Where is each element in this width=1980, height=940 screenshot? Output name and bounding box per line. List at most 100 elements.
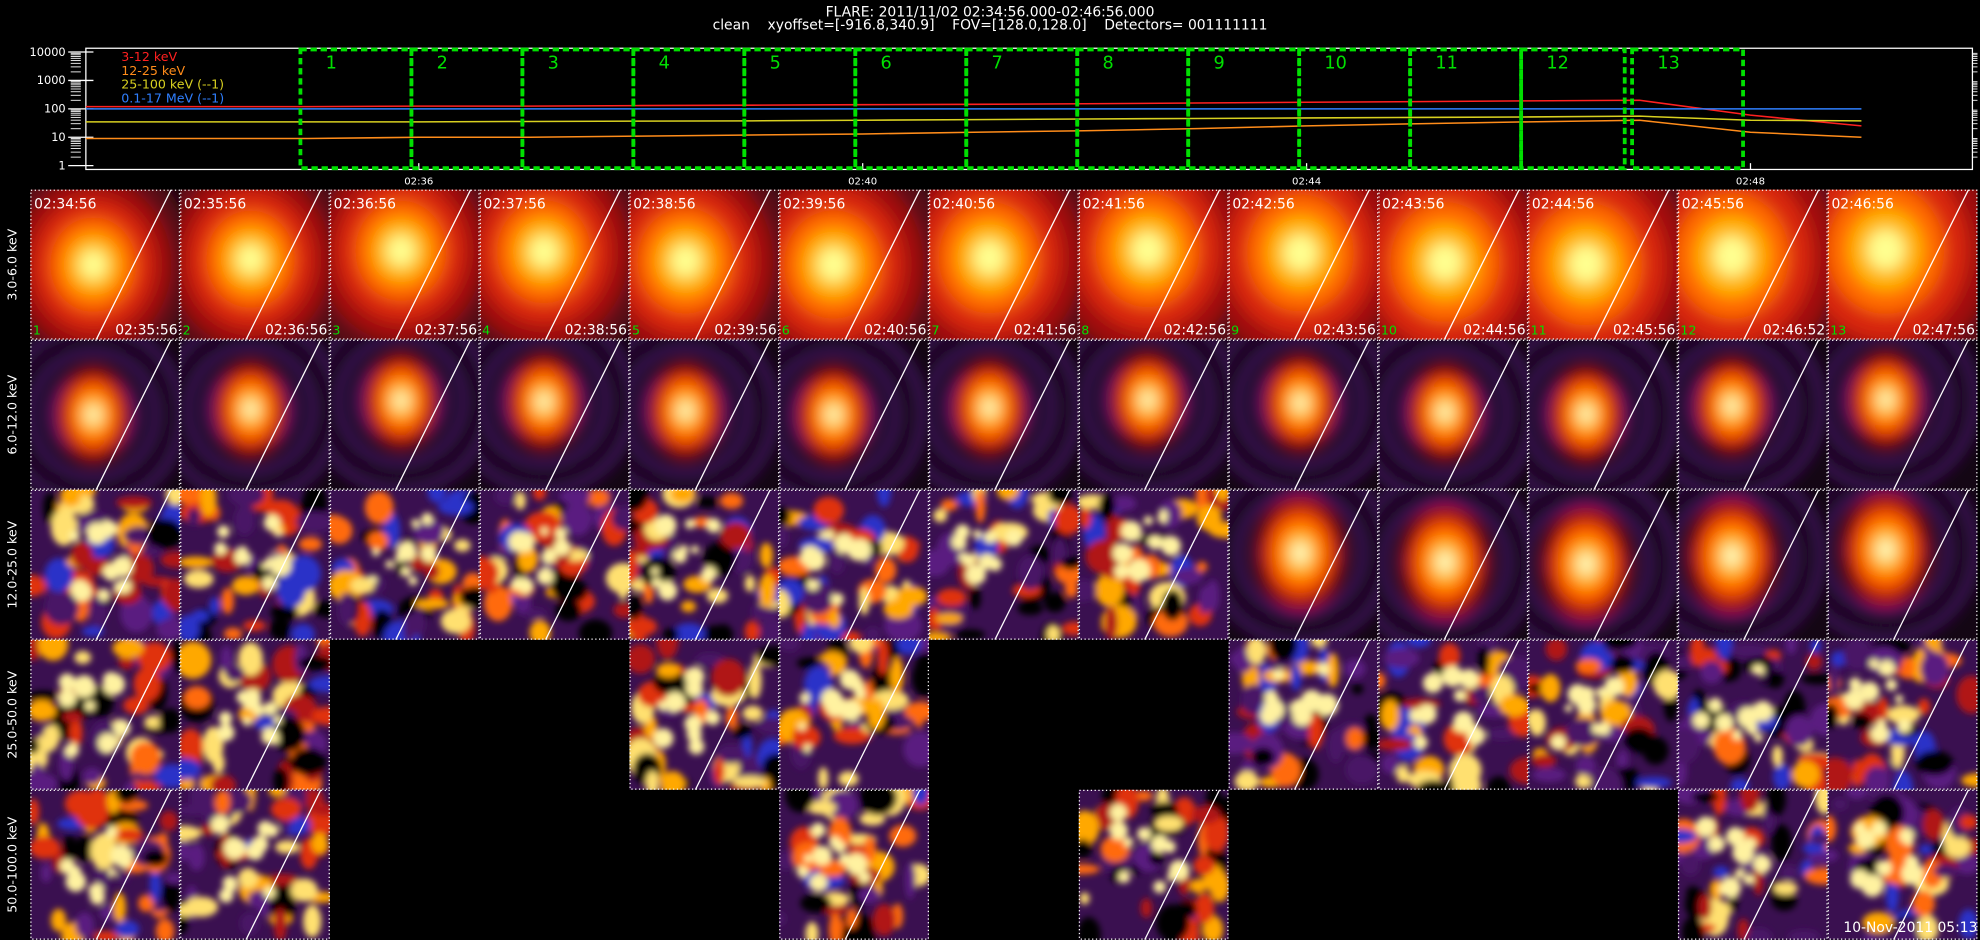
image-core xyxy=(1317,662,1330,676)
limb-line xyxy=(95,789,172,940)
image-body xyxy=(180,489,330,640)
image-blob xyxy=(616,567,630,601)
image-blob xyxy=(877,489,891,507)
image-blob xyxy=(1800,673,1828,685)
image-blob xyxy=(180,758,202,780)
image-core xyxy=(218,888,234,903)
image-blob xyxy=(1416,779,1450,790)
image-blob xyxy=(1079,892,1090,905)
interval-label: 3 xyxy=(548,53,559,73)
image-ring xyxy=(1677,339,1825,490)
image-blob xyxy=(1827,815,1837,843)
image-blob xyxy=(523,511,562,544)
image-body xyxy=(779,489,928,640)
interval-label: 13 xyxy=(1657,53,1679,73)
row-label: 50.0-100.0 keV xyxy=(4,816,19,912)
image-blob xyxy=(311,706,330,726)
image-blob xyxy=(69,717,83,748)
image-core xyxy=(1466,726,1486,745)
image-blob xyxy=(191,609,210,622)
image-blob xyxy=(269,617,292,640)
image-body xyxy=(30,489,181,640)
image-blob xyxy=(113,892,126,923)
panel-border xyxy=(1827,339,1978,490)
image-core xyxy=(246,842,264,861)
image-core xyxy=(1754,664,1765,676)
image-blob xyxy=(1766,669,1784,689)
image-core xyxy=(1876,860,1892,876)
image-blob xyxy=(1191,805,1221,824)
image-core xyxy=(1422,672,1443,694)
panel-end: 02:47:56 xyxy=(1913,323,1975,339)
image-blob xyxy=(1531,754,1557,768)
image-panel xyxy=(779,339,929,490)
image-blob xyxy=(1653,670,1678,700)
image-core xyxy=(965,564,987,585)
image-blob xyxy=(1709,879,1723,900)
panel-end: 02:39:56 xyxy=(714,323,776,339)
interval-label: 9 xyxy=(1213,53,1224,73)
image-blob xyxy=(170,640,181,673)
panel-border xyxy=(1677,339,1828,490)
image-core xyxy=(1260,707,1278,725)
limb-line xyxy=(844,639,921,790)
limb-line xyxy=(1443,639,1520,790)
image-blob xyxy=(1381,754,1400,774)
image-body xyxy=(180,789,330,940)
x-tick-label: 02:44 xyxy=(1292,177,1321,188)
image-ring xyxy=(1528,339,1678,490)
image-blob xyxy=(242,620,266,632)
image-blob xyxy=(1061,621,1079,636)
image-ring xyxy=(629,343,754,479)
image-blob xyxy=(238,705,256,724)
image-core xyxy=(217,525,230,538)
image-core xyxy=(555,527,568,540)
image-blob xyxy=(1098,493,1116,521)
image-blob xyxy=(1017,555,1044,590)
image-ring xyxy=(1677,339,1800,474)
image-blob xyxy=(629,594,643,620)
image-blob xyxy=(73,836,96,862)
image-blob xyxy=(427,489,447,504)
image-blob xyxy=(1866,228,1905,271)
image-blob xyxy=(677,400,694,421)
panel-index: 10 xyxy=(1381,323,1397,338)
image-blob xyxy=(1681,916,1704,940)
image-blob xyxy=(149,867,161,903)
image-core xyxy=(420,545,437,562)
image-blob xyxy=(270,797,302,821)
image-blob xyxy=(1713,866,1730,879)
panel-index: 1 xyxy=(33,323,41,338)
image-blob xyxy=(827,789,859,820)
row-label: 3.0-6.0 keV xyxy=(4,228,19,300)
image-blob xyxy=(1715,639,1734,660)
image-blob xyxy=(231,576,260,596)
image-blob xyxy=(296,511,330,533)
image-blob xyxy=(1691,791,1720,803)
image-blob xyxy=(209,597,220,615)
image-blob xyxy=(1173,568,1204,585)
image-body xyxy=(1528,189,1678,340)
image-body xyxy=(1078,339,1229,490)
image-blob xyxy=(146,518,181,549)
image-blob xyxy=(1917,698,1931,715)
image-core xyxy=(271,735,280,744)
image-blob xyxy=(271,716,306,752)
image-blob xyxy=(680,600,697,613)
image-panel xyxy=(30,489,181,640)
panel-border xyxy=(1677,489,1828,640)
image-core xyxy=(1121,520,1142,542)
image-blob xyxy=(585,489,610,507)
image-core xyxy=(115,852,133,869)
image-core xyxy=(847,540,867,561)
image-core xyxy=(796,865,809,878)
image-body xyxy=(928,339,1079,490)
image-blob xyxy=(744,575,756,592)
image-blob xyxy=(1228,732,1253,755)
image-blob xyxy=(386,234,416,267)
panel-end: 02:44:56 xyxy=(1463,323,1525,339)
image-blob xyxy=(253,715,277,731)
image-blob xyxy=(1713,235,1751,277)
panel-end: 02:41:56 xyxy=(1014,323,1076,339)
image-ring xyxy=(1528,496,1654,632)
